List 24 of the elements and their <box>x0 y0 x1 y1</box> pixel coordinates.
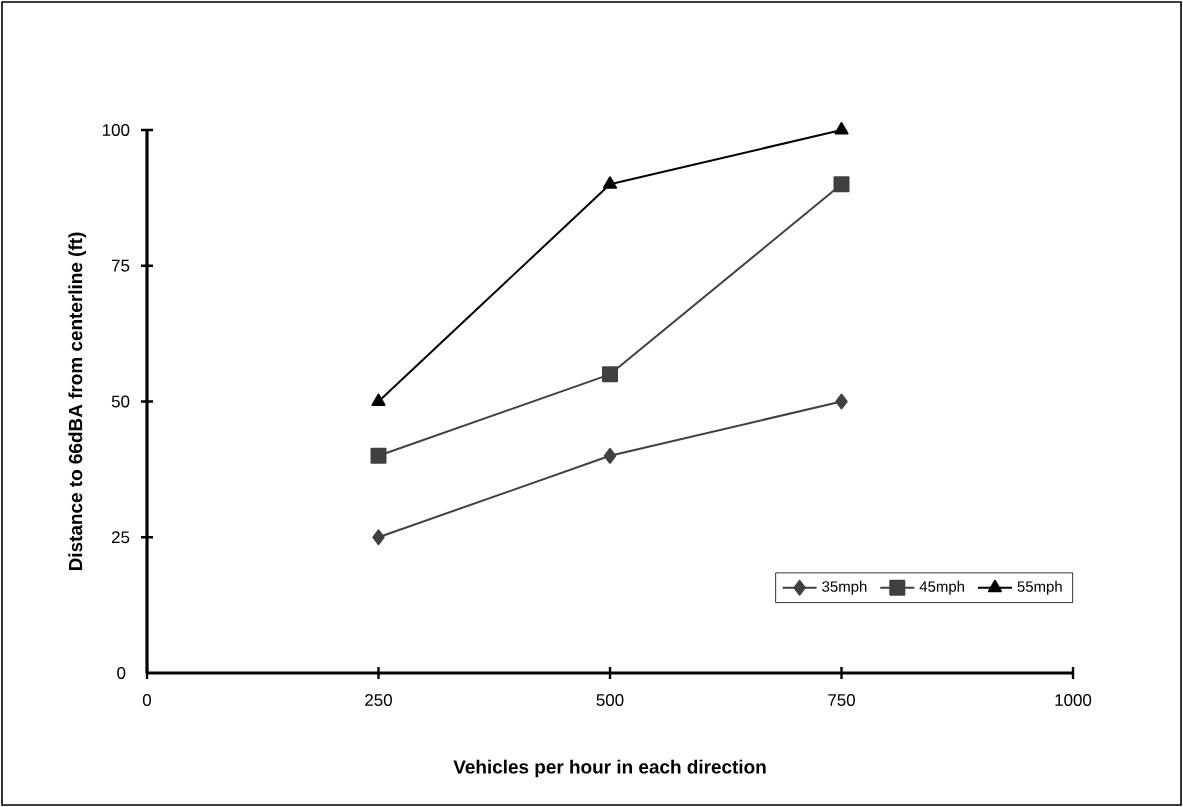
x-tick-label: 0 <box>142 694 152 707</box>
point <box>833 176 850 193</box>
point <box>603 447 617 464</box>
y-tick-label: 100 <box>102 124 130 136</box>
point <box>835 393 848 410</box>
point <box>602 366 619 383</box>
point <box>372 529 385 546</box>
y-tick-label: 25 <box>111 531 130 544</box>
point <box>370 447 387 464</box>
y-tick-label: 0 <box>117 667 126 679</box>
x-tick-label: 500 <box>596 694 624 707</box>
y-tick-label: 75 <box>112 259 130 272</box>
point <box>602 176 618 189</box>
legend-label: 45mph <box>919 580 964 595</box>
x-tick-label: 250 <box>365 694 392 707</box>
legend-label: 35mph <box>822 580 867 595</box>
x-axis-title: Vehicles per hour in each direction <box>453 759 766 778</box>
y-axis-title: Distance to 66dBA from centerline (ft) <box>68 232 87 571</box>
point <box>834 121 849 135</box>
point <box>371 393 386 406</box>
legend-label: 55mph <box>1017 580 1062 595</box>
x-tick-label: 1000 <box>1055 694 1092 707</box>
x-tick-label: 750 <box>828 694 855 707</box>
y-tick-label: 50 <box>111 395 130 408</box>
